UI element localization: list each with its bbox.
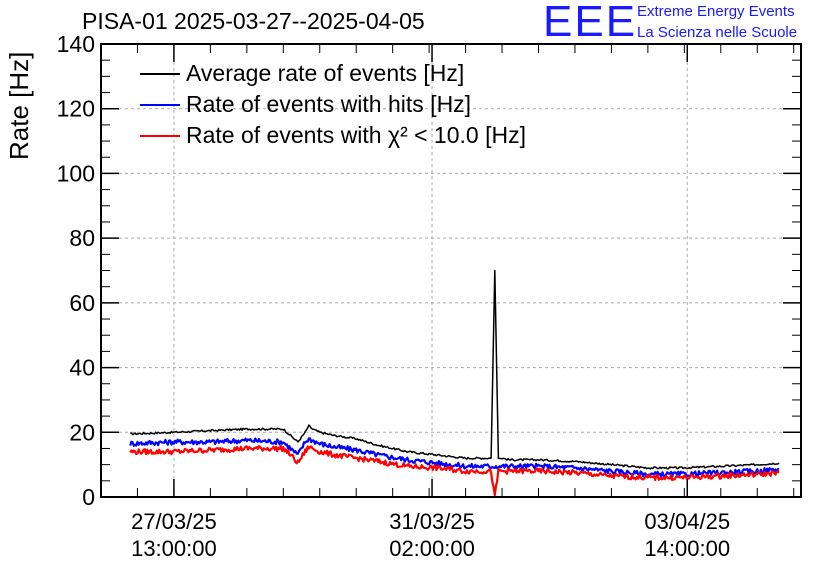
x-tick-label: 03/04/25 14:00:00 (607, 508, 767, 562)
x-tick-time: 13:00:00 (131, 536, 217, 561)
series-layer (129, 269, 780, 497)
legend-swatch-chi2 (140, 134, 180, 137)
x-tick-label: 31/03/25 02:00:00 (352, 508, 512, 562)
series-line-chi2 (129, 444, 780, 497)
legend-swatch-hits (140, 103, 180, 106)
legend-item-average: Average rate of events [Hz] (140, 58, 526, 89)
x-tick-time: 14:00:00 (644, 536, 731, 561)
legend-label-hits: Rate of events with hits [Hz] (186, 91, 472, 117)
chart-title: PISA-01 2025-03-27--2025-04-05 (82, 8, 425, 34)
legend-label-chi2: Rate of events with χ² < 10.0 [Hz] (186, 122, 526, 148)
y-tick-label: 0 (82, 484, 95, 510)
tick-layer: 0 20 40 60 80 100 120 140 (57, 31, 801, 510)
legend-item-hits: Rate of events with hits [Hz] (140, 89, 526, 120)
legend: Average rate of events [Hz] Rate of even… (140, 58, 526, 151)
x-tick-date: 03/04/25 (644, 509, 731, 534)
legend-item-chi2: Rate of events with χ² < 10.0 [Hz] (140, 120, 526, 151)
y-tick-label: 120 (57, 96, 95, 122)
grid (101, 44, 801, 497)
y-tick-label: 60 (69, 290, 95, 316)
eee-logo: EEE (543, 0, 638, 46)
x-tick-date: 27/03/25 (131, 509, 217, 534)
series-line-average (130, 269, 780, 470)
x-tick-date: 31/03/25 (389, 509, 475, 534)
logo-line2: La Scienza nelle Scuole (637, 24, 798, 41)
series-line-hits (129, 437, 780, 478)
x-tick-time: 02:00:00 (389, 536, 475, 561)
legend-swatch-average (140, 72, 180, 75)
logo-line1: Extreme Energy Events (637, 3, 795, 20)
y-tick-label: 140 (57, 31, 95, 57)
y-tick-label: 40 (69, 355, 95, 381)
y-tick-label: 80 (69, 225, 95, 251)
y-tick-label: 100 (57, 160, 95, 186)
x-tick-label: 27/03/25 13:00:00 (94, 508, 254, 562)
legend-label-average: Average rate of events [Hz] (186, 60, 465, 86)
y-axis-label: Rate [Hz] (4, 51, 34, 160)
y-tick-label: 20 (69, 419, 95, 445)
